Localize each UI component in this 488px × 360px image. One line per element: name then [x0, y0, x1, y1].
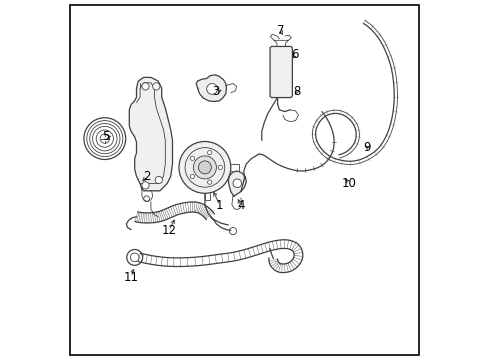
Circle shape [193, 156, 216, 179]
Circle shape [142, 83, 149, 90]
Text: 12: 12 [161, 224, 176, 237]
Polygon shape [196, 75, 226, 102]
FancyBboxPatch shape [269, 46, 292, 98]
Circle shape [232, 179, 241, 188]
Circle shape [152, 83, 160, 90]
Circle shape [207, 150, 211, 155]
Circle shape [218, 165, 222, 170]
Polygon shape [228, 171, 246, 196]
Text: 9: 9 [363, 141, 370, 154]
Circle shape [142, 182, 149, 189]
Text: 1: 1 [215, 199, 223, 212]
Text: 3: 3 [212, 85, 219, 98]
Circle shape [198, 161, 211, 174]
Text: 5: 5 [102, 130, 109, 143]
Text: 2: 2 [143, 170, 151, 183]
Circle shape [179, 141, 230, 193]
Text: 6: 6 [290, 48, 298, 60]
Text: 7: 7 [276, 24, 284, 37]
Polygon shape [129, 77, 172, 191]
Text: 11: 11 [123, 271, 138, 284]
Text: 8: 8 [292, 85, 300, 98]
Circle shape [206, 84, 217, 94]
Circle shape [190, 156, 194, 161]
Circle shape [190, 174, 194, 179]
Circle shape [207, 180, 211, 184]
Text: 10: 10 [341, 177, 356, 190]
Text: 4: 4 [237, 199, 244, 212]
Circle shape [155, 176, 162, 184]
